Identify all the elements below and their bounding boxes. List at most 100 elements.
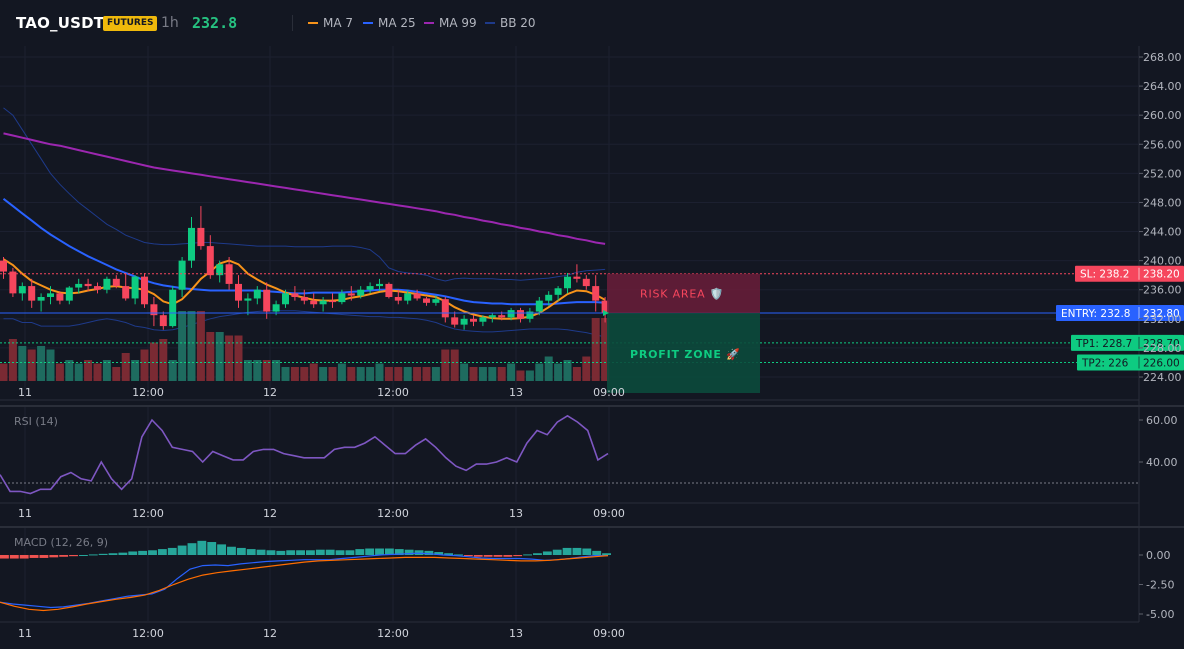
volume-bar [563,360,572,381]
chart-header: TAO_USDT FUTURES 1h 232.8 MA 7 MA 25 MA … [0,0,1184,46]
macd-histogram-bar [167,547,177,555]
macd-histogram-bar [375,548,384,555]
price-tick-label: 260.00 [1143,109,1182,122]
sl-tag-price: 238.20 [1143,269,1180,281]
macd-histogram-bar [286,550,296,555]
futures-badge: FUTURES [103,16,158,31]
macd-histogram-bar [454,554,463,556]
price-tick-label: 268.00 [1143,51,1182,64]
macd-histogram-bar [256,549,266,555]
candle-body [582,278,590,287]
price-tick-label: 224.00 [1143,371,1182,384]
ma99-line [3,132,606,245]
volume-bar [168,360,177,381]
rsi-line [0,414,609,495]
candle-body [592,286,600,301]
candle-body [197,227,205,247]
legend-bb20[interactable]: BB 20 [485,16,536,30]
ma99-swatch-icon [424,21,434,24]
volume-bar [272,360,281,381]
macd-histogram-bar [49,555,59,558]
candle-body [432,299,440,303]
volume-bar [102,360,111,381]
tp1-tag-label: TP1: 228.7 [1075,338,1132,350]
time-label: 09:00 [593,627,625,640]
candle-body [564,276,571,289]
candle-body [263,289,271,312]
volume-bar [253,360,262,381]
macd-histogram-bar [98,553,108,555]
tp2-tag-label: TP2: 226 [1081,357,1129,369]
candle-body [9,271,17,294]
candle-body [122,286,130,299]
macd-histogram-bar [355,549,365,555]
candle-body [112,278,120,287]
macd-histogram-bar [404,549,414,555]
volume-bar [328,367,337,381]
candle-body [159,315,167,327]
macd-histogram-bar [533,553,542,555]
volume-bar [140,349,149,381]
macd-histogram-bar [483,555,493,557]
time-label: 11 [18,507,32,520]
price-axis: 268.00 264.00 260.00 256.00 252.00 248.00 244.… [1139,51,1182,384]
volume-bar [281,367,290,381]
symbol-name[interactable]: TAO_USDT [16,14,105,32]
candle-body [310,300,318,305]
candle-body [131,276,139,299]
legend-ma25[interactable]: MA 25 [363,16,416,30]
legend-ma99[interactable]: MA 99 [424,16,477,30]
candle-body [188,227,195,261]
macd-histogram-bar [9,555,19,559]
macd-histogram-bar [296,550,305,555]
volume-bar [469,367,478,381]
macd-histogram-bar [503,555,513,557]
tp1-tag-bg [1071,334,1184,351]
time-label: 09:00 [593,507,625,520]
volume-bar [601,318,610,381]
legend-bb20-label: BB 20 [500,16,536,30]
volume-bar [112,367,121,381]
sl-tag-bg [1075,265,1184,282]
volume-bar [394,367,403,381]
macd-histogram-bar [236,547,246,555]
macd-line [0,552,608,609]
time-label: 12:00 [377,386,409,399]
volume-bar [544,356,553,381]
macd-histogram-bar [602,553,611,555]
candle-body [545,294,553,301]
candle-body [423,298,430,303]
volume-bar [121,353,130,381]
candle-body [413,293,421,299]
candle-body [404,293,412,301]
ma25-swatch-icon [363,21,373,24]
macd-histogram-bar [88,554,98,556]
volume-bar [450,349,459,381]
volume-bar [384,367,393,381]
candle-body [300,297,308,301]
profit-zone-label: PROFIT ZONE 🚀 [630,348,741,361]
volume-bar [422,367,431,381]
volume-bar [187,311,196,381]
candle-body [460,318,468,325]
volume-bar [309,363,318,381]
macd-histogram-bar [493,555,503,557]
candle-body [0,260,7,272]
candle-body [526,311,534,319]
macd-histogram-bar [335,550,345,555]
timeframe-label[interactable]: 1h [161,15,179,31]
candle-body [216,264,224,276]
macd-histogram-bar [207,542,217,555]
candle-body [385,283,393,297]
macd-histogram-bar [108,553,118,555]
legend-ma7[interactable]: MA 7 [308,16,353,30]
candle-body [47,293,54,297]
macd-histogram-bar [394,549,404,555]
candle-body [573,276,581,279]
macd-histogram-bar [345,550,355,555]
risk-zone-label: RISK AREA 🛡️ [640,287,724,300]
volume-bar [290,367,299,381]
time-label: 09:00 [593,386,625,399]
candle-body [357,289,365,296]
